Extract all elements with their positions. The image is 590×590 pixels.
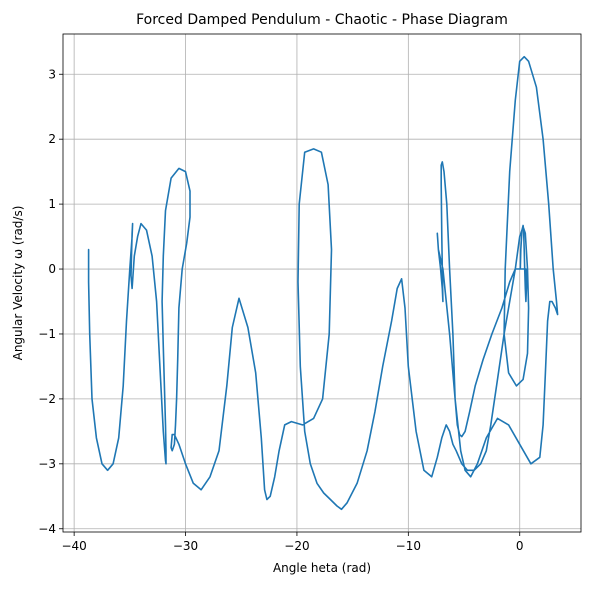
data-series (87, 55, 559, 511)
y-tick-label: 2 (48, 132, 56, 146)
grid-lines (63, 34, 581, 532)
y-axis-title: Angular Velocity ω (rad/s) (11, 206, 25, 361)
x-tick-label: −20 (284, 539, 309, 553)
x-tick-label: −10 (396, 539, 421, 553)
x-tick-label: 0 (516, 539, 524, 553)
y-tick-label: −3 (38, 457, 56, 471)
series-line-trajectory (87, 55, 559, 511)
y-tick-label: −4 (38, 522, 56, 536)
x-axis-ticks: −40 −30 −20 −10 0 (61, 532, 524, 553)
y-tick-label: −1 (38, 327, 56, 341)
plot-area-frame (62, 33, 582, 533)
x-tick-label: −40 (61, 539, 86, 553)
x-axis-title: Angle heta (rad) (273, 561, 371, 575)
y-tick-label: 1 (48, 197, 56, 211)
y-axis-ticks: −4 −3 −2 −1 0 1 2 3 (38, 67, 63, 536)
x-tick-label: −30 (173, 539, 198, 553)
y-tick-label: 0 (48, 262, 56, 276)
y-tick-label: 3 (48, 67, 56, 81)
y-tick-label: −2 (38, 392, 56, 406)
chart-title: Forced Damped Pendulum - Chaotic - Phase… (136, 12, 508, 28)
